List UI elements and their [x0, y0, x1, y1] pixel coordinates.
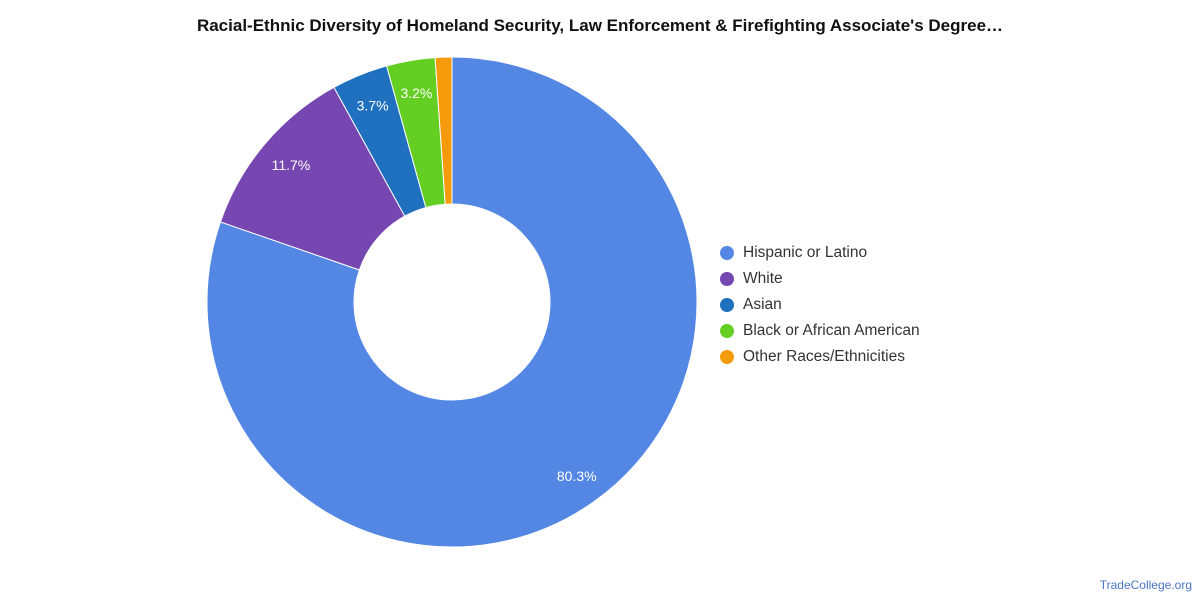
- slice-label-3: 3.2%: [400, 85, 432, 101]
- slice-label-0: 80.3%: [557, 468, 597, 484]
- chart-title: Racial-Ethnic Diversity of Homeland Secu…: [196, 16, 1004, 35]
- legend-item-3[interactable]: Black or African American: [720, 318, 920, 344]
- legend-item-0[interactable]: Hispanic or Latino: [720, 240, 920, 266]
- legend-label-1: White: [743, 270, 783, 287]
- watermark[interactable]: TradeCollege.org: [1099, 578, 1192, 592]
- slice-label-1: 11.7%: [272, 157, 311, 173]
- legend-item-1[interactable]: White: [720, 266, 920, 292]
- legend-swatch-1: [720, 272, 734, 286]
- legend-item-2[interactable]: Asian: [720, 292, 920, 318]
- legend-label-2: Asian: [743, 296, 782, 313]
- legend-swatch-4: [720, 350, 734, 364]
- legend-label-3: Black or African American: [743, 322, 920, 339]
- donut-slice-4[interactable]: [434, 56, 453, 205]
- legend-item-4[interactable]: Other Races/Ethnicities: [720, 344, 920, 370]
- legend-swatch-0: [720, 246, 734, 260]
- legend: Hispanic or Latino White Asian Black or Afr…: [720, 240, 920, 370]
- legend-swatch-2: [720, 298, 734, 312]
- legend-label-0: Hispanic or Latino: [743, 244, 868, 261]
- slice-label-2: 3.7%: [357, 98, 389, 114]
- legend-label-4: Other Races/Ethnicities: [743, 348, 905, 365]
- donut-slice-0[interactable]: [206, 56, 698, 548]
- legend-swatch-3: [720, 324, 734, 338]
